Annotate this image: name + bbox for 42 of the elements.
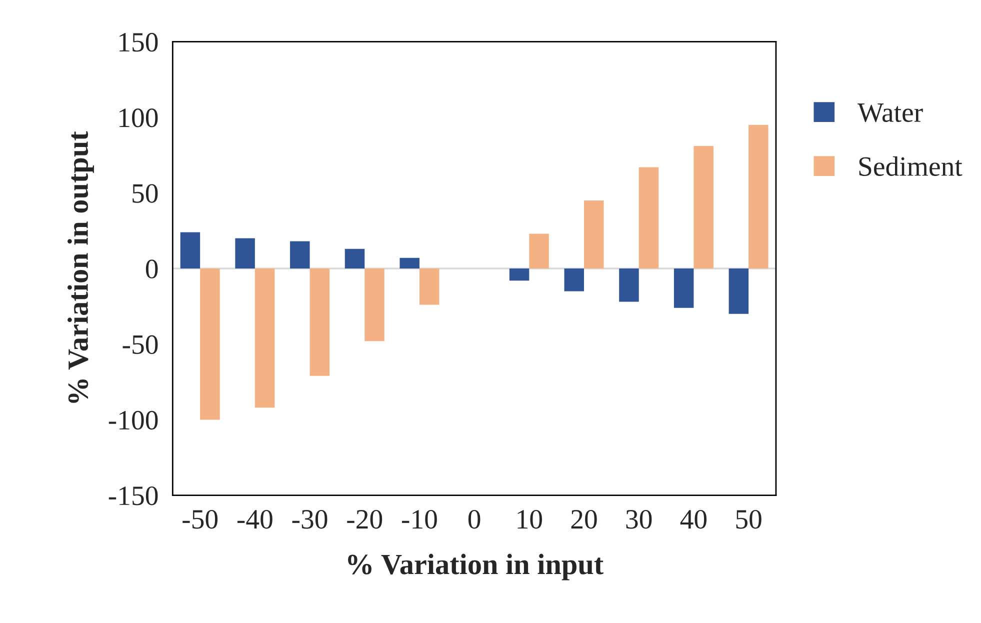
bar: [400, 258, 420, 269]
y-tick-label: 0: [146, 260, 158, 278]
x-tick-label: -40: [237, 510, 272, 529]
y-tick-label: -150: [108, 486, 158, 506]
bar: [509, 268, 530, 281]
x-tick-label: -10: [402, 510, 437, 529]
x-tick-label: 40: [680, 510, 707, 529]
y-tick-label: 100: [120, 108, 158, 128]
y-axis-title: % Variation in output: [68, 131, 94, 403]
y-tick-label: 150: [120, 32, 158, 52]
y-tick-label: -50: [122, 335, 158, 354]
bar: [180, 232, 200, 269]
bar: [564, 268, 584, 292]
x-tick-label: -30: [292, 510, 328, 529]
bar: [254, 268, 275, 408]
legend-label: Sediment: [859, 156, 962, 176]
bar: [290, 241, 310, 269]
x-axis-title: % Variation in input: [348, 554, 604, 580]
bar: [638, 167, 659, 269]
bar: [694, 146, 714, 269]
x-tick-label: 10: [518, 510, 542, 529]
legend-label: Water: [858, 104, 923, 122]
x-tick-label: -20: [347, 510, 382, 529]
bar: [235, 238, 255, 269]
y-tick-label: 50: [132, 184, 158, 203]
bar: [728, 268, 749, 314]
bar: [364, 268, 384, 342]
bar: [584, 200, 604, 269]
x-tick-label: -50: [182, 510, 218, 529]
bar: [200, 268, 220, 420]
x-tick-label: 50: [736, 510, 762, 529]
x-tick-label: 20: [571, 510, 597, 529]
x-tick-label: 30: [626, 510, 652, 529]
y-tick-label: -100: [108, 410, 158, 430]
bar: [310, 268, 330, 376]
bar: [419, 268, 440, 305]
bar: [748, 124, 768, 269]
x-tick-label: 0: [468, 510, 480, 529]
bar: [344, 248, 365, 269]
bar: [529, 234, 549, 269]
bar: [674, 268, 694, 308]
bar: [619, 268, 639, 302]
